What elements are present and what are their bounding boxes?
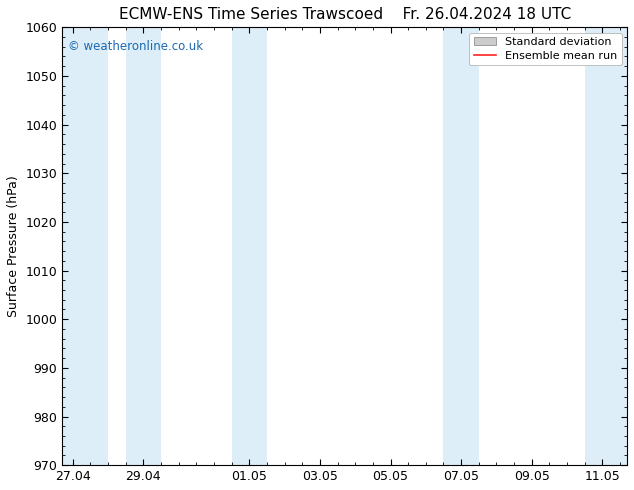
Bar bbox=[585, 27, 627, 465]
Legend: Standard deviation, Ensemble mean run: Standard deviation, Ensemble mean run bbox=[469, 33, 621, 65]
Bar bbox=[126, 27, 161, 465]
Title: ECMW-ENS Time Series Trawscoed    Fr. 26.04.2024 18 UTC: ECMW-ENS Time Series Trawscoed Fr. 26.04… bbox=[119, 7, 571, 22]
Bar bbox=[62, 27, 108, 465]
Bar bbox=[231, 27, 267, 465]
Text: © weatheronline.co.uk: © weatheronline.co.uk bbox=[68, 40, 203, 53]
Y-axis label: Surface Pressure (hPa): Surface Pressure (hPa) bbox=[7, 175, 20, 317]
Bar bbox=[444, 27, 479, 465]
